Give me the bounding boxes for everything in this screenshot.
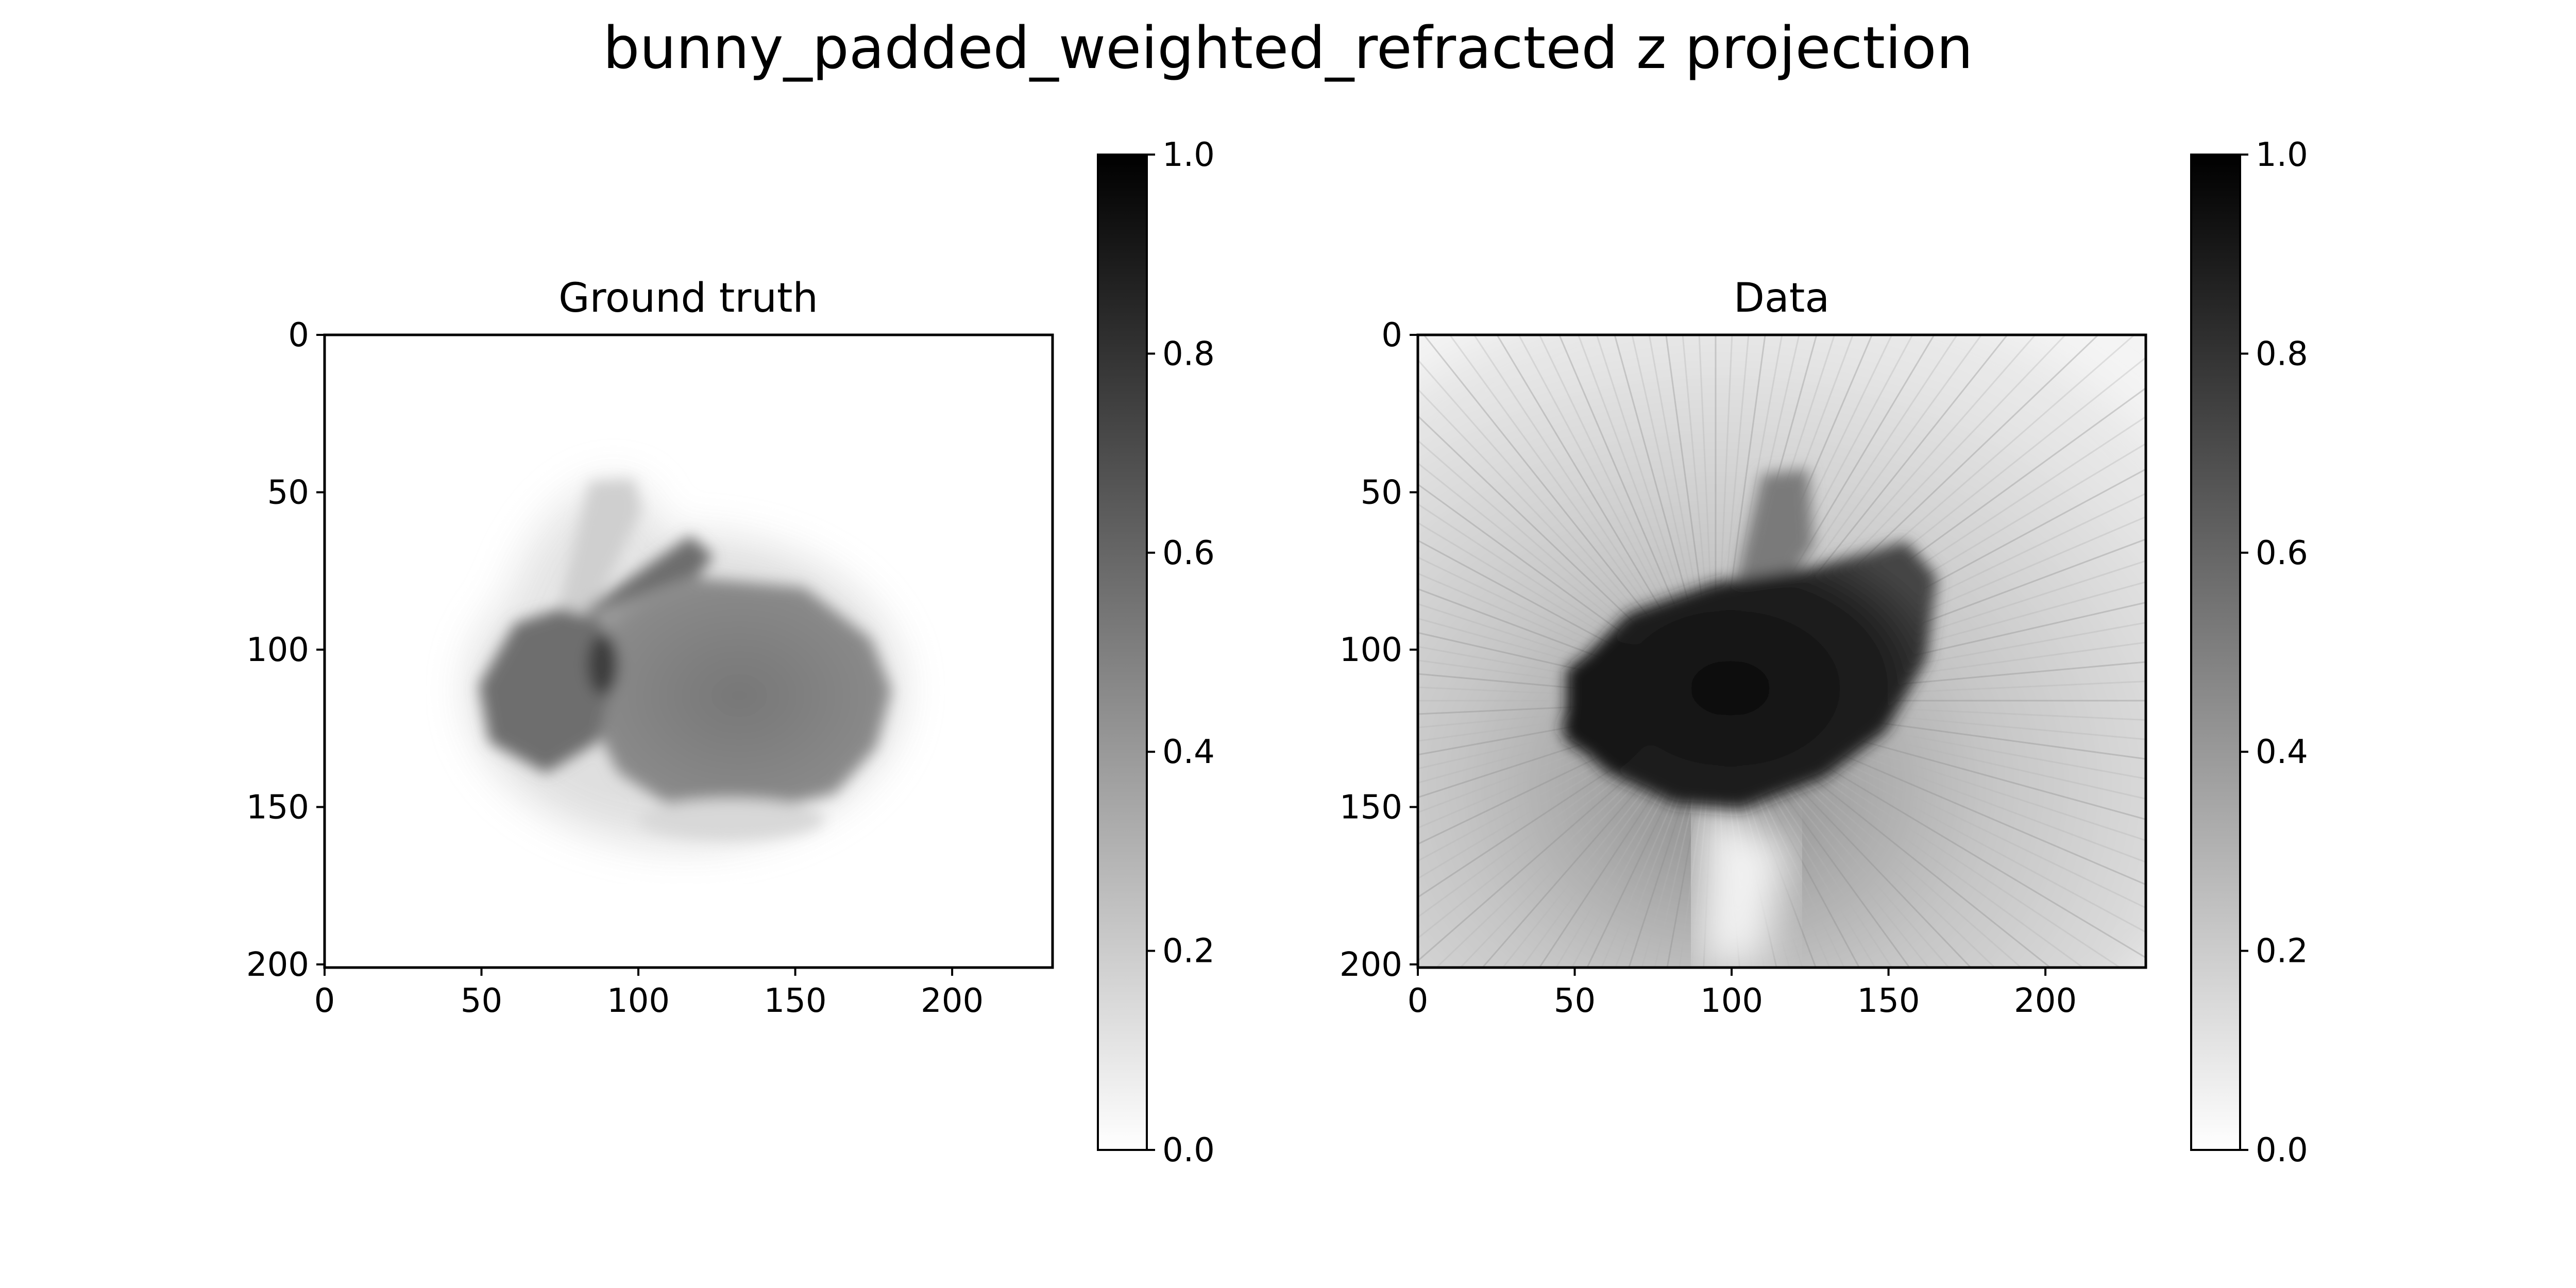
y-tick-label: 100 xyxy=(1340,631,1402,669)
x-tick-label: 150 xyxy=(1857,982,1920,1020)
y-tick-label: 0 xyxy=(288,316,309,354)
x-tick-label: 100 xyxy=(1700,982,1763,1020)
y-tick-label: 50 xyxy=(267,473,309,512)
colorbar-tick-label: 0.6 xyxy=(2256,534,2308,572)
colorbar-tick-label: 0.8 xyxy=(2256,335,2308,373)
colorbar-tick-label: 0.0 xyxy=(2256,1131,2308,1170)
x-tick-label: 50 xyxy=(1554,982,1596,1020)
y-tick-label: 150 xyxy=(246,788,309,826)
ground-truth-image xyxy=(325,335,1053,968)
colorbar-tick-label: 0.8 xyxy=(1162,335,1215,373)
x-tick-label: 50 xyxy=(461,982,502,1020)
ground-truth-colorbar-ticks: 0.0 0.2 0.4 0.6 0.8 1.0 xyxy=(1147,136,1215,1170)
figure-title: bunny_padded_weighted_refracted z projec… xyxy=(603,15,1973,82)
ground-truth-axes-frame xyxy=(323,333,1054,969)
x-tick-label: 0 xyxy=(314,982,335,1020)
colorbar-tick-label: 0.2 xyxy=(2256,933,2308,971)
y-tick-label: 100 xyxy=(246,631,309,669)
x-tick-label: 150 xyxy=(764,982,826,1020)
colorbar-tick-label: 1.0 xyxy=(1162,136,1215,174)
colorbar-tick-label: 0.6 xyxy=(1162,534,1215,572)
colorbar-tick-label: 0.4 xyxy=(1162,733,1215,771)
colorbar-tick-label: 0.4 xyxy=(2256,733,2308,771)
ground-truth-colorbar: 0.0 0.2 0.4 0.6 0.8 1.0 xyxy=(1097,136,1215,1170)
y-tick-label: 200 xyxy=(1340,946,1402,984)
data-colorbar-ticks: 0.0 0.2 0.4 0.6 0.8 1.0 xyxy=(2240,136,2308,1170)
x-tick-label: 200 xyxy=(921,982,984,1020)
x-tick-label: 0 xyxy=(1408,982,1429,1020)
colorbar-tick-label: 0.0 xyxy=(1162,1131,1215,1170)
data-axes-frame xyxy=(1416,333,2147,969)
ground-truth-panel: Ground truth 0 50 100 150 2 xyxy=(246,136,1215,1170)
data-image xyxy=(1418,335,2146,968)
y-tick-label: 50 xyxy=(1361,473,1402,512)
data-title: Data xyxy=(1734,275,1829,321)
colorbar-tick-label: 0.2 xyxy=(1162,933,1215,971)
y-tick-label: 150 xyxy=(1340,788,1402,826)
data-colorbar: 0.0 0.2 0.4 0.6 0.8 1.0 xyxy=(2190,136,2308,1170)
x-tick-label: 100 xyxy=(607,982,670,1020)
y-tick-label: 200 xyxy=(246,946,309,984)
y-tick-label: 0 xyxy=(1381,316,1402,354)
ground-truth-title: Ground truth xyxy=(558,275,818,321)
x-tick-label: 200 xyxy=(2014,982,2077,1020)
colorbar-tick-label: 1.0 xyxy=(2256,136,2308,174)
